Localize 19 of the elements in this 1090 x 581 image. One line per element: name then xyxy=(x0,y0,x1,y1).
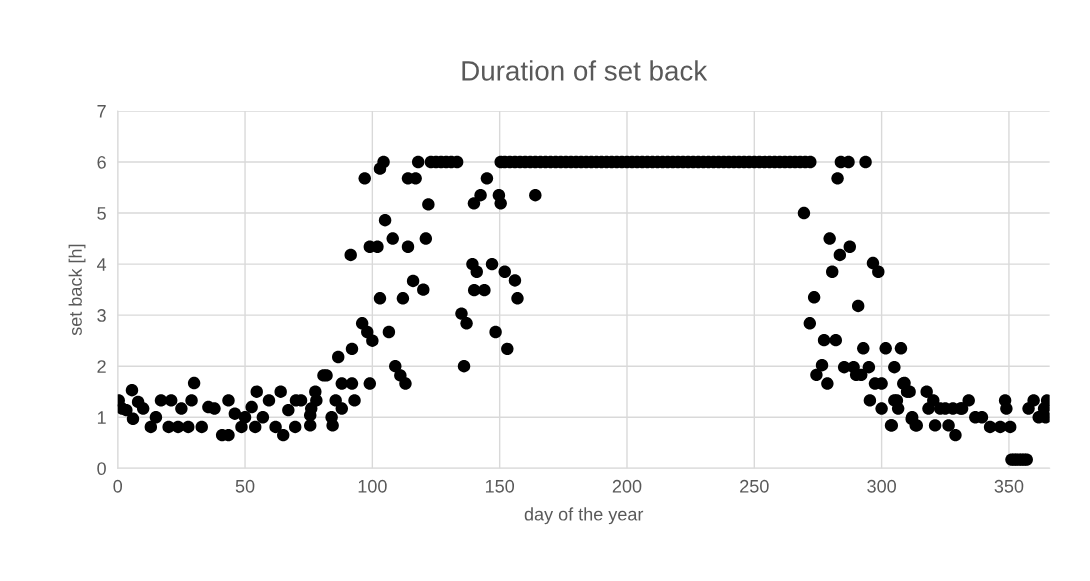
y-tick-label: 6 xyxy=(97,155,106,169)
x-tick-label: 150 xyxy=(485,479,515,493)
y-tick-label: 3 xyxy=(97,309,106,322)
y-tick-label: 5 xyxy=(97,207,106,220)
x-tick-label: 200 xyxy=(612,479,642,493)
x-tick-label: 250 xyxy=(740,479,769,493)
chart-title: Duration of set back xyxy=(462,60,708,81)
x-tick-label: 350 xyxy=(994,479,1024,493)
y-tick-label: 2 xyxy=(97,360,106,373)
y-tick-label: 0 xyxy=(97,462,106,476)
y-tick-label: 7 xyxy=(97,105,106,118)
x-tick-label: 100 xyxy=(358,479,387,493)
x-axis-title: day of the year xyxy=(524,507,644,525)
y-tick-label: 1 xyxy=(97,411,106,424)
x-tick-label: 0 xyxy=(113,479,123,493)
y-axis-title: set back [h] xyxy=(68,244,86,336)
y-tick-label: 4 xyxy=(96,258,107,271)
x-tick-label: 300 xyxy=(867,479,896,493)
x-tick-label: 50 xyxy=(235,479,255,493)
